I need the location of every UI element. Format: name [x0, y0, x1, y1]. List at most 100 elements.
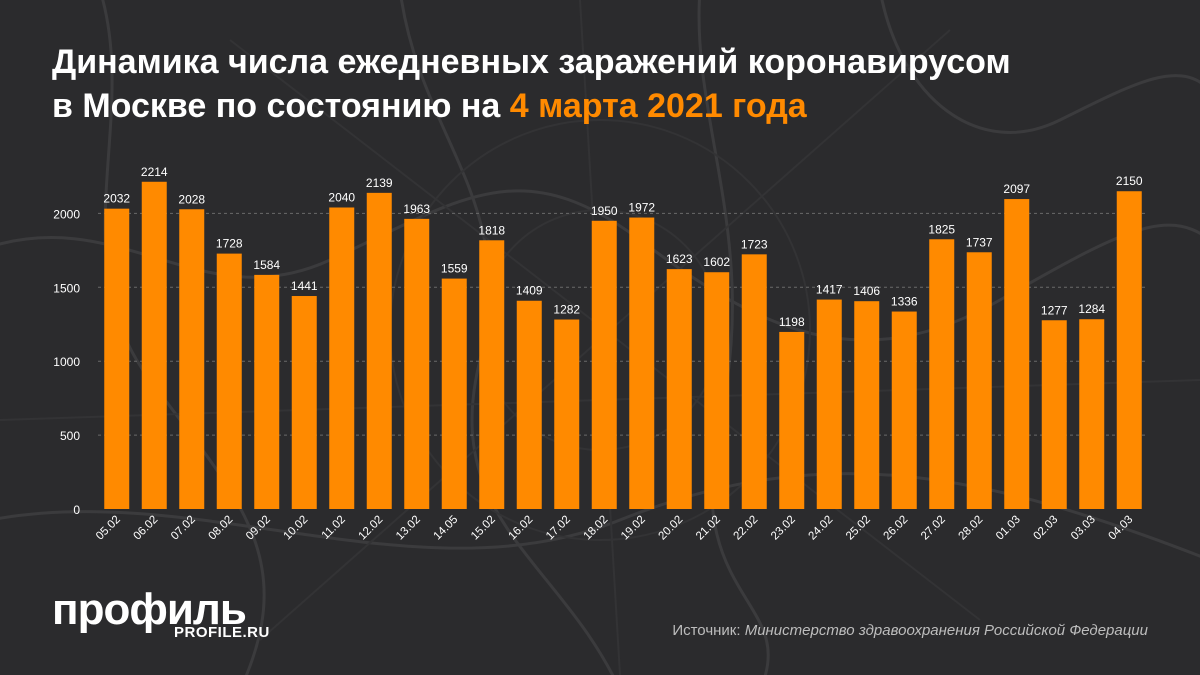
bar-value-label: 1277	[1041, 303, 1068, 317]
bar-value-label: 1825	[928, 222, 955, 236]
x-tick-label: 21.02	[694, 514, 723, 543]
bar	[591, 220, 617, 510]
bar-value-label: 1559	[441, 262, 468, 276]
bar-value-label: 2040	[328, 190, 355, 204]
data-labels: 2032 2214 2028 1728 1584 1441 2040 2139 1963 1559…	[103, 165, 1143, 329]
x-tick-label: 02.03	[1032, 514, 1061, 543]
x-tick-label: 08.02	[207, 514, 236, 543]
x-tick-label: 03.03	[1069, 514, 1098, 543]
bar-value-label: 1602	[703, 255, 730, 269]
bar-value-label: 1406	[853, 284, 880, 298]
bar	[1116, 191, 1142, 510]
y-tick-label: 1000	[53, 355, 80, 369]
x-tick-label: 28.02	[957, 514, 986, 543]
x-tick-label: 25.02	[844, 514, 873, 543]
title-line-2: в Москве по состоянию на	[52, 87, 510, 125]
x-tick-label: 16.02	[507, 514, 536, 543]
y-tick-label: 1500	[53, 281, 80, 295]
bar-value-label: 1728	[216, 237, 243, 251]
bar-value-label: 1723	[741, 237, 768, 251]
x-tick-label: 15.02	[469, 514, 498, 543]
bar-value-label: 2032	[103, 192, 130, 206]
bar-value-label: 1818	[478, 223, 505, 237]
bar-value-label: 2214	[141, 165, 168, 179]
bar-value-label: 1963	[403, 202, 430, 216]
bar	[966, 252, 992, 509]
x-tick-label: 07.02	[169, 514, 198, 543]
chart-title: Динамика числа ежедневных заражений коро…	[52, 40, 1172, 128]
x-tick-label: 22.02	[732, 514, 761, 543]
bar	[404, 218, 430, 510]
x-tick-label: 19.02	[619, 514, 648, 543]
profile-site: PROFILE.RU	[174, 624, 270, 641]
x-tick-label: 26.02	[882, 514, 911, 543]
bar	[104, 208, 130, 509]
bar	[291, 296, 317, 509]
bar-value-label: 1198	[779, 315, 805, 329]
bar-value-label: 2028	[178, 192, 205, 206]
bar	[1079, 319, 1105, 509]
bar	[666, 269, 692, 509]
x-tick-label: 09.02	[244, 514, 273, 543]
x-tick-label: 12.02	[357, 514, 386, 543]
bar	[704, 272, 730, 509]
bar-value-label: 1584	[253, 258, 280, 272]
bar	[816, 299, 842, 509]
x-tick-label: 05.02	[94, 514, 123, 543]
x-tick-label: 11.02	[320, 514, 348, 542]
bar	[629, 217, 655, 510]
bar-value-label: 1972	[628, 201, 655, 215]
bar	[254, 274, 280, 509]
bars	[104, 181, 1142, 510]
bar	[1004, 199, 1030, 509]
x-tick-label: 18.02	[582, 514, 611, 543]
x-tick-label: 23.02	[769, 514, 798, 543]
bar-value-label: 1417	[816, 283, 843, 297]
bar	[516, 300, 542, 509]
bar	[366, 192, 392, 509]
x-tick-label: 24.02	[807, 514, 836, 543]
title-date-highlight: 4 марта 2021 года	[509, 87, 807, 125]
bar-value-label: 1441	[291, 279, 318, 293]
x-axis: 05.02 06.02 07.02 08.02 09.02 10.02 11.02 12.02…	[94, 514, 1135, 543]
y-axis: 0 500 1000 1500 2000	[53, 207, 80, 517]
bar	[741, 254, 767, 509]
x-tick-label: 04.03	[1107, 514, 1136, 543]
bar-value-label: 2139	[366, 176, 393, 190]
bar-value-label: 1336	[891, 295, 918, 309]
bar	[216, 253, 242, 509]
x-tick-label: 13.02	[394, 514, 423, 543]
bar	[854, 301, 880, 509]
x-tick-label: 14.05	[432, 514, 461, 543]
title-line-1: Динамика числа ежедневных заражений коро…	[52, 43, 1011, 81]
bar	[554, 319, 580, 509]
bar	[141, 181, 167, 509]
x-tick-label: 27.02	[919, 514, 948, 543]
bar-value-label: 1737	[966, 235, 993, 249]
source-value: Министерство здравоохранения Российской …	[744, 622, 1148, 639]
bar	[179, 209, 205, 509]
bar	[929, 239, 955, 509]
bar	[1041, 320, 1067, 509]
bar-value-label: 1282	[553, 303, 580, 317]
bar-value-label: 1623	[666, 252, 693, 266]
bar	[891, 311, 917, 509]
y-tick-label: 0	[73, 503, 80, 517]
bar-value-label: 1409	[516, 284, 543, 298]
y-tick-label: 500	[60, 429, 80, 443]
source-note: Источник: Министерство здравоохранения Р…	[672, 622, 1148, 639]
x-tick-label: 10.02	[282, 514, 311, 543]
bar-value-label: 2097	[1003, 182, 1030, 196]
x-tick-label: 06.02	[132, 514, 161, 543]
y-tick-label: 2000	[53, 207, 80, 221]
x-tick-label: 20.02	[657, 514, 686, 543]
bar-value-label: 1284	[1078, 302, 1105, 316]
bar	[329, 207, 355, 509]
bar	[779, 331, 805, 509]
bar	[441, 278, 467, 509]
source-label: Источник:	[672, 622, 745, 639]
x-tick-label: 01.03	[994, 514, 1023, 543]
bar	[479, 240, 505, 509]
x-tick-label: 17.02	[544, 514, 573, 543]
